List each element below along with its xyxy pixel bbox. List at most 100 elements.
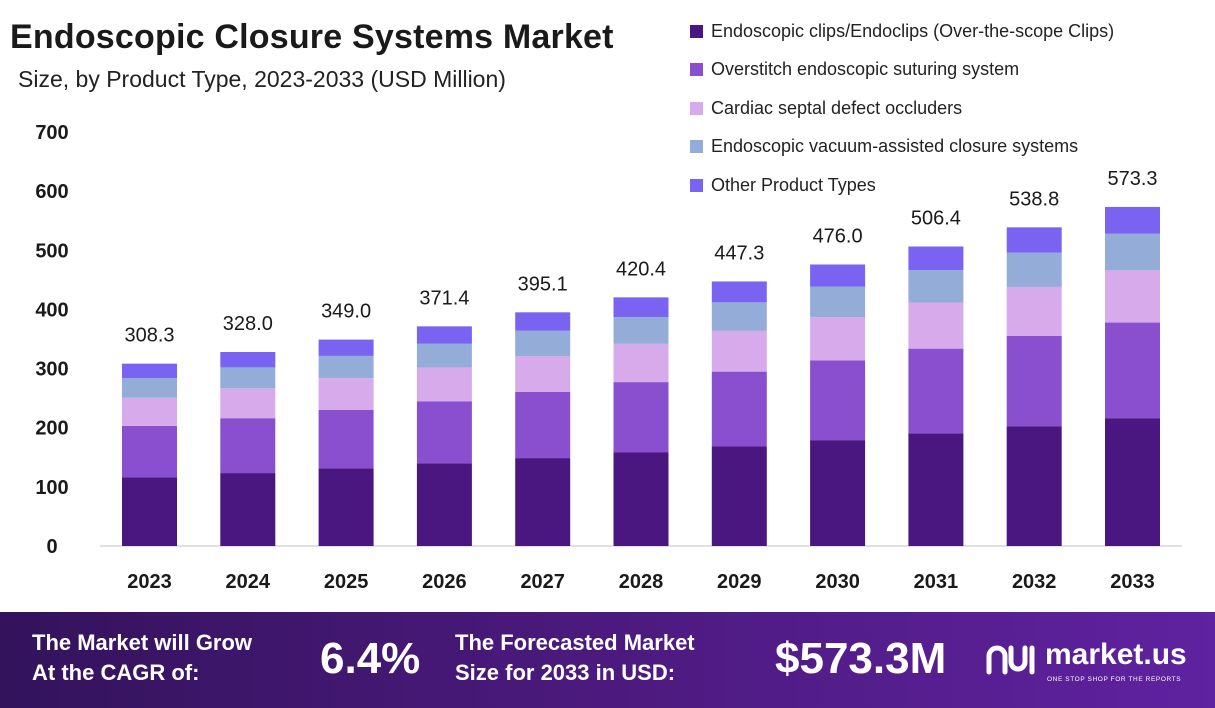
y-tick-label: 400	[35, 299, 68, 321]
bar-total-label: 349.0	[321, 301, 371, 323]
bar-total-label: 573.3	[1107, 168, 1157, 190]
bar-segment-2025-1	[318, 409, 374, 469]
legend-item: Cardiac septal defect occluders	[690, 89, 1114, 128]
x-tick-label: 2030	[815, 571, 860, 593]
bar-segment-2033-0	[1105, 418, 1160, 546]
brand-tagline: ONE STOP SHOP FOR THE REPORTS	[1047, 676, 1182, 683]
bar-segment-2025-4	[318, 339, 374, 356]
bar-segment-2026-4	[416, 326, 472, 344]
bar-segment-2029-4	[711, 281, 767, 303]
legend-label: Endoscopic clips/Endoclips (Over-the-sco…	[711, 20, 1115, 41]
bar-segment-2033-1	[1105, 322, 1160, 419]
bar-segment-2024-4	[220, 352, 276, 368]
bar-segment-2031-2	[908, 302, 964, 349]
legend-swatch	[690, 178, 703, 192]
legend-swatch	[690, 140, 703, 154]
bar-segment-2023-4	[122, 363, 177, 379]
footer-banner: The Market will Grow At the CAGR of: 6.4…	[0, 612, 1215, 708]
forecast-label: The Forecasted Market Size for 2033 in U…	[455, 628, 695, 688]
bar-segment-2027-0	[515, 458, 571, 546]
x-tick-label: 2031	[914, 571, 959, 593]
cagr-label-line1: The Market will Grow	[32, 630, 253, 655]
market-us-logo-icon	[986, 645, 1035, 675]
legend-swatch	[690, 101, 703, 115]
x-tick-label: 2027	[520, 571, 565, 593]
bar-segment-2026-1	[416, 401, 472, 464]
legend-item: Overstitch endoscopic suturing system	[690, 51, 1114, 90]
bar-segment-2023-2	[122, 397, 177, 426]
legend-swatch	[690, 63, 703, 77]
bar-segment-2029-3	[711, 302, 767, 331]
cagr-label: The Market will Grow At the CAGR of:	[32, 628, 252, 688]
chart-title: Endoscopic Closure Systems Market	[10, 18, 614, 56]
legend-label: Overstitch endoscopic suturing system	[711, 59, 1020, 80]
bar-segment-2032-1	[1006, 335, 1062, 427]
bar-segment-2032-0	[1006, 426, 1062, 546]
bar-segment-2032-3	[1006, 252, 1062, 287]
legend-item: Endoscopic clips/Endoclips (Over-the-sco…	[690, 12, 1114, 51]
x-tick-label: 2033	[1110, 571, 1155, 593]
legend-label: Cardiac septal defect occluders	[711, 97, 963, 118]
bar-segment-2028-3	[613, 316, 669, 344]
bar-segment-2025-3	[318, 355, 374, 379]
bar-segment-2033-4	[1105, 206, 1160, 234]
bar-segment-2023-1	[122, 425, 177, 478]
x-tick-label: 2026	[422, 571, 467, 593]
bar-segment-2026-0	[416, 463, 472, 546]
bar-segment-2024-3	[220, 367, 276, 389]
bar-segment-2030-0	[810, 440, 866, 546]
bar-segment-2030-1	[810, 360, 866, 441]
brand-logo: market.us ONE STOP SHOP FOR THE REPORTS	[985, 638, 1205, 686]
bar-total-label: 395.1	[518, 273, 568, 295]
bar-segment-2029-1	[711, 371, 767, 447]
bar-segment-2031-4	[908, 246, 964, 271]
chart-legend: Endoscopic clips/Endoclips (Over-the-sco…	[690, 12, 1114, 205]
bar-segment-2024-1	[220, 418, 276, 474]
y-tick-label: 300	[35, 359, 68, 381]
x-tick-label: 2023	[127, 571, 172, 593]
bar-total-label: 420.4	[616, 258, 666, 280]
y-tick-label: 600	[35, 181, 68, 203]
bar-total-label: 506.4	[911, 208, 961, 230]
bar-segment-2028-1	[613, 382, 669, 453]
chart-subtitle: Size, by Product Type, 2023-2033 (USD Mi…	[18, 66, 506, 92]
x-tick-label: 2029	[717, 571, 762, 593]
legend-swatch	[690, 24, 703, 38]
bar-segment-2031-3	[908, 270, 964, 303]
bar-segment-2024-2	[220, 388, 276, 419]
bar-segment-2026-2	[416, 367, 472, 402]
forecast-label-line1: The Forecasted Market	[455, 630, 695, 655]
bar-segment-2024-0	[220, 473, 276, 546]
bar-segment-2026-3	[416, 343, 472, 368]
bar-total-label: 447.3	[714, 242, 764, 264]
bar-segment-2025-2	[318, 378, 374, 410]
bar-segment-2031-1	[908, 348, 964, 434]
bar-segment-2023-0	[122, 477, 177, 546]
bar-segment-2030-3	[810, 286, 866, 318]
x-tick-label: 2024	[226, 571, 271, 593]
legend-label: Other Product Types	[711, 174, 876, 195]
bar-segment-2032-4	[1006, 227, 1062, 253]
bar-segment-2030-4	[810, 264, 866, 287]
bar-total-label: 371.4	[419, 287, 469, 309]
bar-segment-2027-2	[515, 356, 571, 392]
bar-segment-2031-0	[908, 433, 964, 546]
legend-item: Endoscopic vacuum-assisted closure syste…	[690, 128, 1114, 167]
y-tick-label: 100	[35, 477, 68, 499]
bar-segment-2023-3	[122, 378, 177, 398]
bar-segment-2032-2	[1006, 286, 1062, 336]
y-tick-label: 500	[35, 240, 68, 262]
y-tick-label: 0	[46, 536, 57, 558]
stacked-bar-chart: 0 100 200 300 400 500 600 700 308.3 2023 328.0 2024…	[35, 122, 1182, 593]
cagr-label-line2: At the CAGR of:	[32, 660, 200, 685]
legend-item: Other Product Types	[690, 166, 1114, 205]
bar-total-label: 328.0	[223, 313, 273, 335]
forecast-value: $573.3M	[775, 634, 947, 683]
bar-segment-2025-0	[318, 468, 374, 546]
x-tick-label: 2025	[324, 571, 369, 593]
bar-total-label: 476.0	[813, 225, 863, 247]
brand-name: market.us	[1045, 638, 1187, 671]
bar-segment-2027-1	[515, 391, 571, 459]
forecast-label-line2: Size for 2033 in USD:	[455, 660, 676, 685]
